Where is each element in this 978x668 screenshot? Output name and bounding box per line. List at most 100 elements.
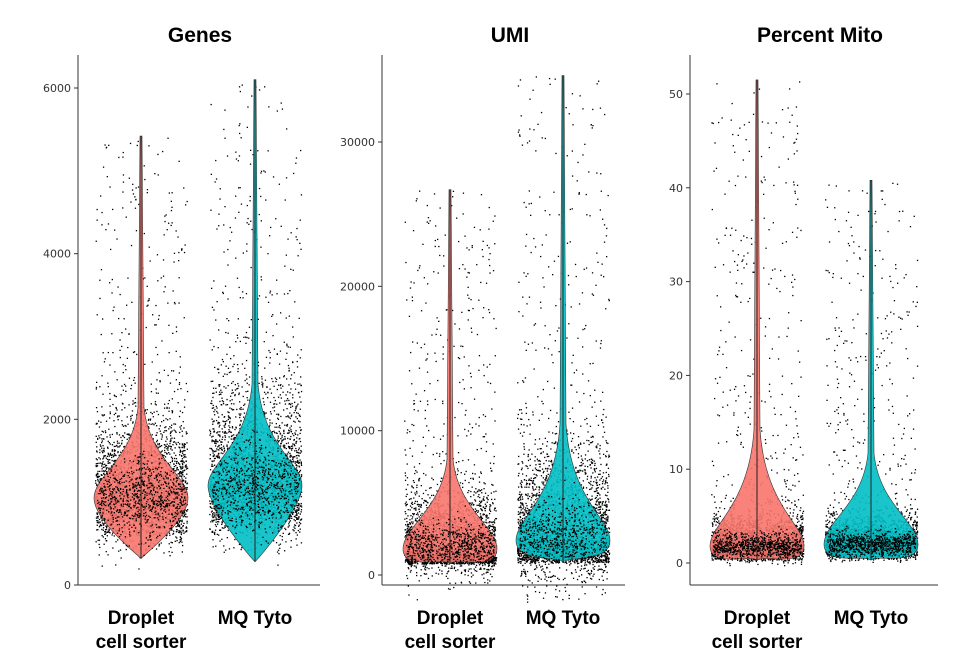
- jitter-point: [176, 540, 178, 542]
- jitter-point: [181, 541, 183, 543]
- jitter-point: [173, 479, 175, 481]
- jitter-point: [223, 128, 225, 131]
- jitter-point: [122, 500, 124, 503]
- jitter-point: [185, 526, 187, 528]
- jitter-point: [129, 434, 131, 436]
- jitter-point: [183, 462, 185, 464]
- jitter-point: [171, 192, 173, 194]
- jitter-point: [224, 424, 226, 426]
- jitter-point: [103, 524, 105, 526]
- jitter-point: [169, 445, 171, 447]
- jitter-point: [176, 479, 178, 482]
- jitter-point: [237, 160, 239, 162]
- jitter-point: [264, 413, 266, 415]
- jitter-point: [300, 464, 303, 466]
- jitter-point: [99, 444, 102, 446]
- jitter-point: [159, 496, 162, 498]
- jitter-point: [226, 432, 228, 434]
- jitter-point: [231, 434, 233, 437]
- jitter-point: [146, 519, 148, 521]
- jitter-point: [129, 489, 131, 491]
- jitter-point: [288, 315, 290, 317]
- jitter-point: [97, 438, 99, 440]
- jitter-point: [212, 387, 215, 389]
- jitter-point: [149, 419, 151, 421]
- jitter-point: [145, 514, 148, 517]
- jitter-point: [173, 468, 175, 470]
- jitter-point: [99, 386, 101, 388]
- jitter-point: [113, 460, 115, 462]
- jitter-point: [277, 441, 280, 443]
- jitter-point: [234, 217, 237, 219]
- jitter-point: [261, 378, 263, 380]
- jitter-point: [161, 512, 164, 514]
- jitter-point: [178, 484, 180, 486]
- jitter-point: [100, 269, 103, 271]
- jitter-point: [159, 425, 161, 427]
- jitter-point: [122, 181, 125, 183]
- jitter-point: [110, 507, 112, 509]
- jitter-point: [157, 318, 160, 320]
- jitter-point: [103, 490, 105, 492]
- jitter-point: [258, 382, 260, 384]
- jitter-point: [163, 234, 165, 236]
- jitter-point: [105, 525, 107, 527]
- jitter-point: [113, 488, 115, 490]
- jitter-point: [294, 445, 296, 447]
- jitter-point: [180, 520, 182, 522]
- jitter-point: [212, 396, 214, 399]
- jitter-point: [144, 410, 146, 412]
- jitter-point: [274, 426, 276, 428]
- jitter-point: [125, 548, 127, 551]
- jitter-point: [110, 491, 112, 493]
- jitter-point: [180, 530, 182, 532]
- jitter-point: [179, 465, 181, 468]
- jitter-point: [100, 478, 102, 480]
- jitter-point: [117, 415, 119, 417]
- jitter-point: [159, 381, 161, 383]
- jitter-point: [120, 436, 122, 439]
- jitter-point: [107, 447, 109, 449]
- jitter-point: [181, 458, 184, 460]
- jitter-point: [185, 460, 187, 462]
- jitter-point: [249, 200, 251, 202]
- jitter-point: [175, 481, 177, 483]
- jitter-point: [167, 498, 169, 500]
- jitter-point: [186, 516, 188, 518]
- jitter-point: [180, 425, 182, 427]
- jitter-point: [139, 523, 141, 525]
- jitter-point: [251, 95, 253, 97]
- jitter-point: [143, 480, 146, 482]
- jitter-point: [148, 475, 150, 477]
- jitter-point: [109, 434, 111, 436]
- jitter-point: [113, 394, 115, 396]
- jitter-point: [134, 493, 136, 495]
- jitter-point: [169, 440, 172, 443]
- jitter-point: [113, 503, 116, 506]
- jitter-point: [239, 123, 241, 125]
- jitter-point: [263, 403, 265, 406]
- jitter-point: [154, 477, 156, 479]
- jitter-point: [133, 497, 135, 500]
- jitter-point: [134, 489, 136, 491]
- jitter-point: [183, 475, 185, 478]
- jitter-point: [163, 526, 165, 528]
- jitter-point: [169, 474, 171, 476]
- jitter-point: [161, 340, 163, 342]
- jitter-point: [119, 349, 121, 351]
- jitter-point: [245, 331, 248, 334]
- jitter-point: [110, 468, 112, 470]
- jitter-point: [101, 438, 103, 440]
- jitter-point: [108, 511, 110, 513]
- jitter-point: [287, 415, 289, 417]
- jitter-point: [113, 413, 115, 416]
- jitter-point: [147, 468, 149, 471]
- jitter-point: [108, 144, 110, 146]
- jitter-point: [182, 504, 184, 506]
- jitter-point: [214, 509, 217, 511]
- jitter-point: [226, 373, 228, 376]
- jitter-point: [116, 516, 119, 518]
- jitter-point: [136, 144, 138, 147]
- jitter-point: [126, 522, 128, 524]
- jitter-point: [98, 507, 101, 509]
